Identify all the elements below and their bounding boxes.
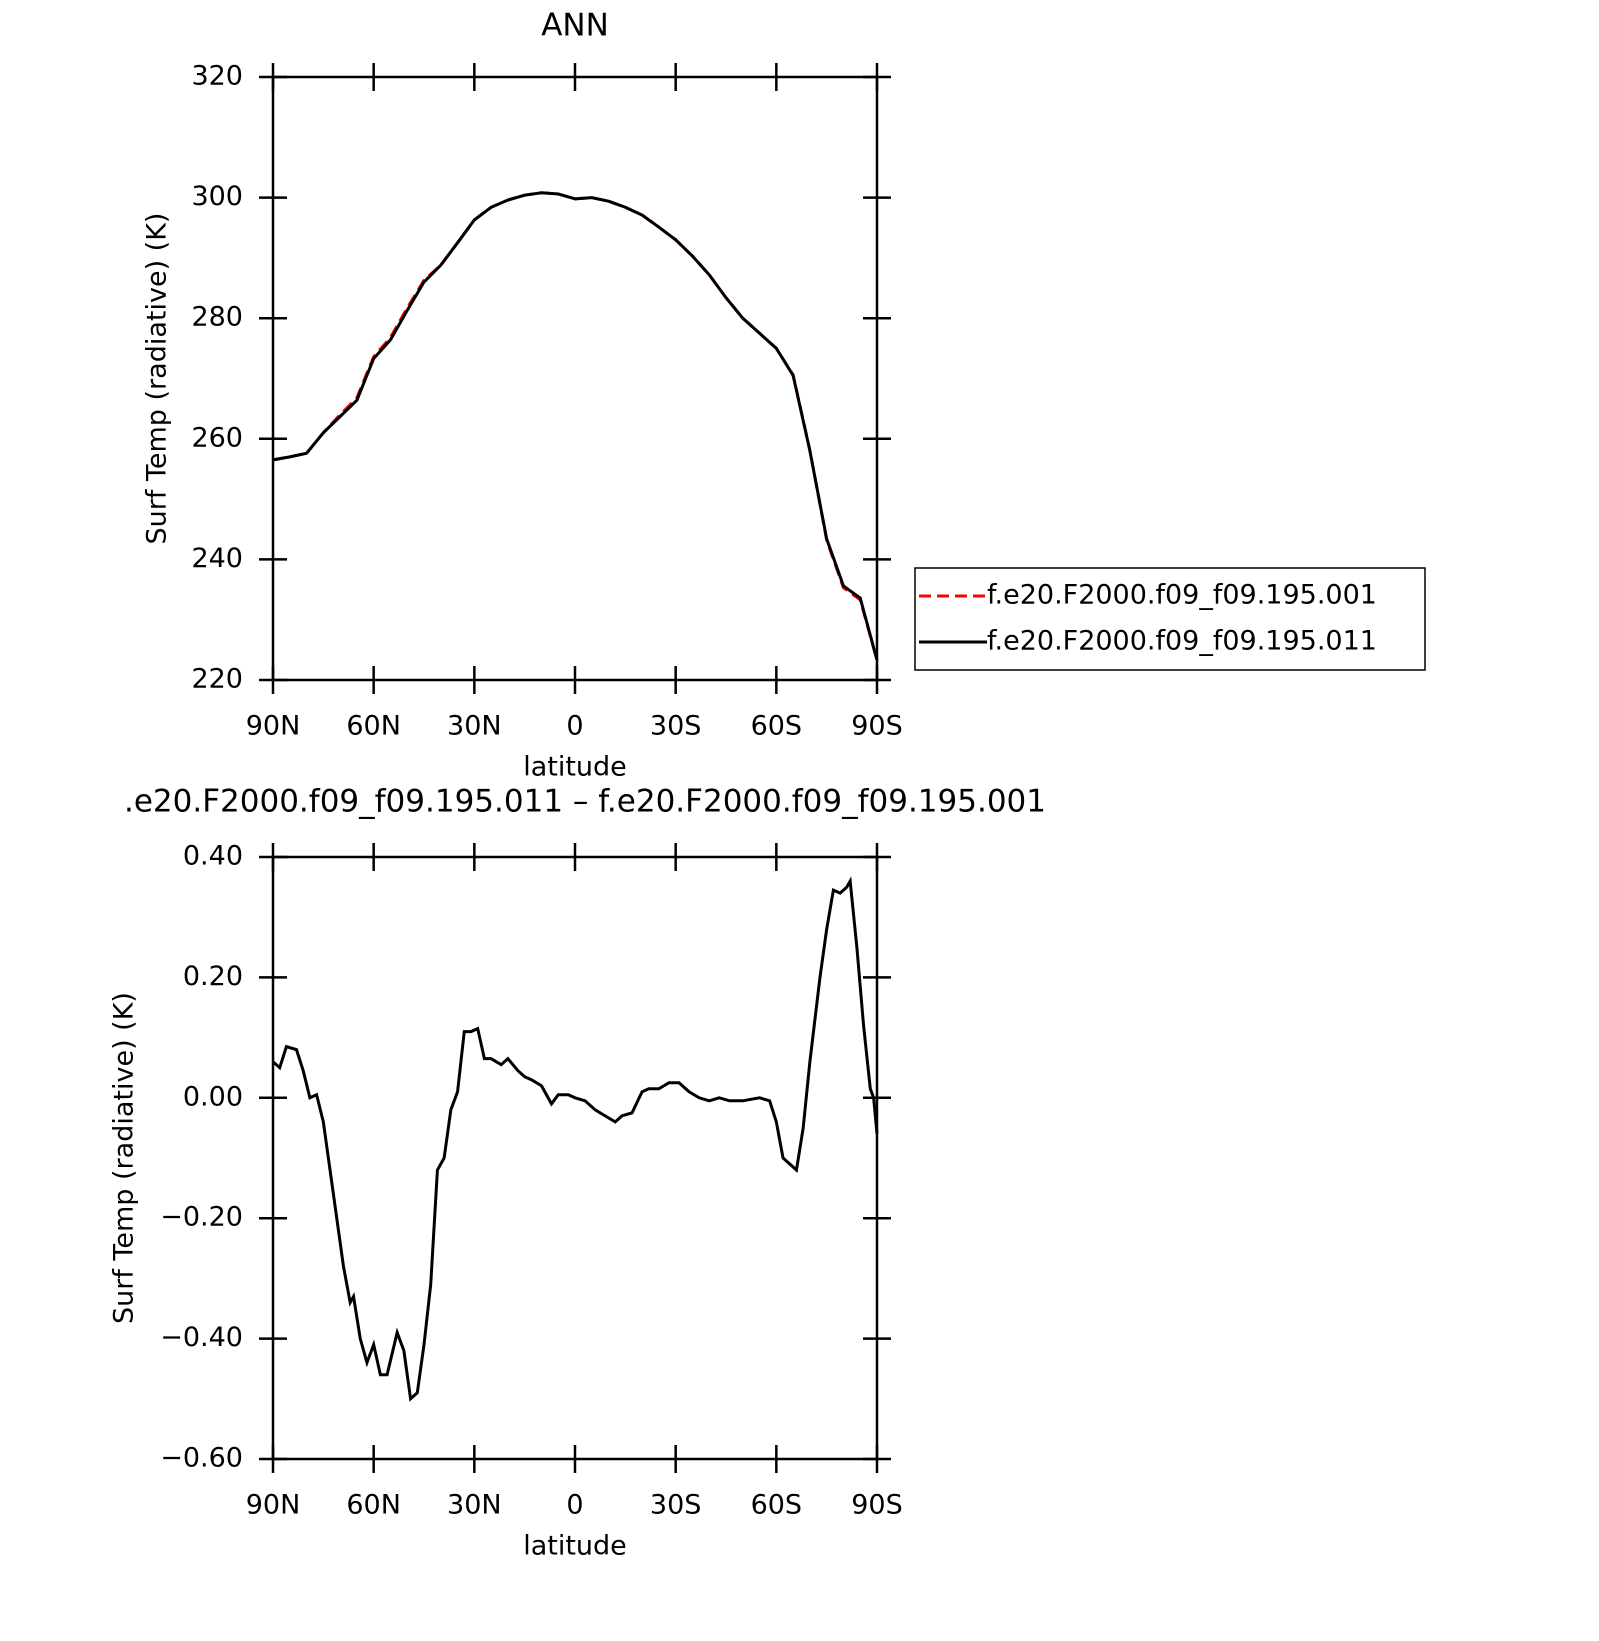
x-tick-label: 30S: [650, 1490, 702, 1521]
x-tick-label: 30S: [650, 711, 702, 742]
data-line: [271, 876, 879, 1402]
y-tick-label: 240: [191, 543, 243, 574]
data-line: [272, 191, 879, 661]
y-tick-label: 0.00: [183, 1081, 243, 1112]
y-tick-label: 220: [191, 664, 243, 695]
y-axis-label: Surf Temp (radiative) (K): [109, 992, 140, 1324]
x-axis-label: latitude: [523, 1531, 627, 1562]
x-tick-label: 90N: [246, 1490, 301, 1521]
y-tick-label: 0.20: [183, 961, 243, 992]
y-tick-label: −0.20: [160, 1202, 243, 1233]
y-tick-label: 0.40: [183, 841, 243, 872]
y-tick-label: −0.40: [160, 1322, 243, 1353]
legend-label: f.e20.F2000.f09_f09.195.011: [987, 626, 1377, 657]
x-tick-label: 60S: [751, 711, 803, 742]
y-tick-label: 320: [191, 61, 243, 92]
x-tick-label: 60S: [751, 1490, 803, 1521]
y-tick-label: −0.60: [160, 1443, 243, 1474]
data-line: [272, 191, 879, 661]
x-tick-label: 60N: [346, 1490, 401, 1521]
y-tick-label: 300: [191, 181, 243, 212]
x-tick-label: 30N: [447, 711, 502, 742]
legend-label: f.e20.F2000.f09_f09.195.001: [987, 580, 1377, 611]
x-axis-label: latitude: [523, 752, 627, 783]
x-tick-label: 30N: [447, 1490, 502, 1521]
x-tick-label: 90S: [851, 1490, 903, 1521]
plot-frame: [271, 855, 879, 1461]
x-tick-label: 90N: [246, 711, 301, 742]
y-tick-label: 260: [191, 422, 243, 453]
chart-title: .e20.F2000.f09_f09.195.011 – f.e20.F2000…: [124, 784, 1046, 820]
y-tick-label: 280: [191, 302, 243, 333]
x-tick-label: 60N: [346, 711, 401, 742]
chart-title: ANN: [541, 8, 609, 44]
y-axis-label: Surf Temp (radiative) (K): [142, 213, 173, 545]
x-tick-label: 90S: [851, 711, 903, 742]
legend-box: [914, 567, 1426, 671]
x-tick-label: 0: [566, 1490, 583, 1521]
x-tick-label: 0: [566, 711, 583, 742]
